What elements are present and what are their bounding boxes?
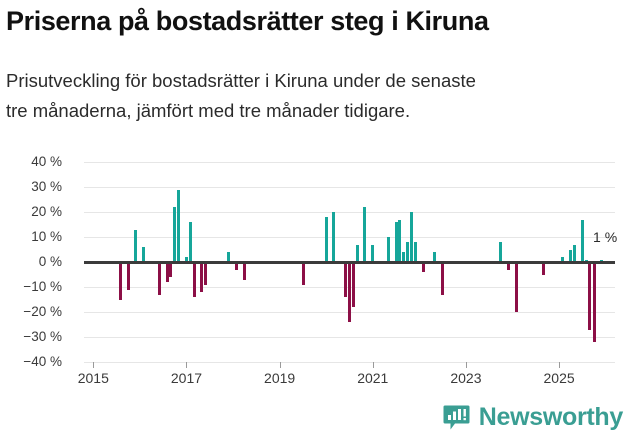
x-axis-label: 2019 xyxy=(264,370,296,386)
x-axis-tick xyxy=(465,362,467,368)
bar xyxy=(243,262,247,280)
y-axis-label: −30 % xyxy=(23,329,62,344)
gridline xyxy=(84,187,615,188)
page-title: Priserna på bostadsrätter steg i Kiruna xyxy=(6,6,489,36)
bar xyxy=(394,222,398,262)
subtitle-line-2: tre månaderna, jämfört med tre månader t… xyxy=(6,100,411,121)
x-axis-tick xyxy=(93,362,95,368)
bar xyxy=(561,257,565,262)
bar xyxy=(134,229,138,262)
bar xyxy=(192,262,196,297)
bar xyxy=(126,262,130,290)
gridline xyxy=(84,162,615,163)
bar xyxy=(235,262,239,270)
x-axis-tick xyxy=(559,362,561,368)
bar xyxy=(441,262,445,295)
bar xyxy=(588,262,592,330)
bar xyxy=(410,212,414,262)
y-axis-label: 40 % xyxy=(31,154,62,169)
y-axis-label: −40 % xyxy=(23,354,62,369)
bar xyxy=(301,262,305,285)
bar xyxy=(332,212,336,262)
x-axis-tick xyxy=(372,362,374,368)
value-annotation: 1 % xyxy=(593,229,618,245)
bar xyxy=(386,237,390,262)
bar xyxy=(204,262,208,285)
bar xyxy=(363,207,367,262)
bar xyxy=(406,242,410,262)
bar xyxy=(185,257,189,262)
bar xyxy=(173,207,177,262)
page-subtitle: Prisutveckling för bostadsrätter i Kirun… xyxy=(6,66,631,126)
bar xyxy=(398,219,402,262)
bar xyxy=(580,219,584,262)
y-axis-label: 0 % xyxy=(38,254,62,269)
plot-area: 40 % 30 % 20 % 10 % 0 % −10 % −20 % −30 % −40 % 2… xyxy=(23,155,618,386)
bar xyxy=(200,262,204,292)
bar xyxy=(351,262,355,307)
x-axis-label: 2025 xyxy=(543,370,575,386)
bar xyxy=(355,244,359,262)
bar xyxy=(413,242,417,262)
x-axis-tick xyxy=(186,362,188,368)
bar xyxy=(169,262,173,277)
x-axis-label: 2015 xyxy=(77,370,109,386)
bar xyxy=(433,252,437,262)
x-axis-label: 2023 xyxy=(450,370,482,386)
bar xyxy=(348,262,352,322)
brand-footer: Newsworthy xyxy=(443,404,623,431)
bar xyxy=(165,262,169,282)
y-axis-label: 30 % xyxy=(31,179,62,194)
bar-chart: 40 % 30 % 20 % 10 % 0 % −10 % −20 % −30 % −40 % 2… xyxy=(0,150,631,395)
bar xyxy=(506,262,510,270)
bar xyxy=(592,262,596,342)
bar-chart-speech-bubble-icon xyxy=(443,404,470,431)
x-axis-label: 2021 xyxy=(357,370,389,386)
bar xyxy=(402,252,406,262)
gridline xyxy=(84,237,615,238)
bar xyxy=(499,242,503,262)
bar xyxy=(514,262,518,312)
bar xyxy=(227,252,231,262)
zero-line xyxy=(84,260,615,264)
bar xyxy=(569,249,573,262)
gridline xyxy=(84,337,615,338)
y-axis-label: 10 % xyxy=(31,229,62,244)
subtitle-line-1: Prisutveckling för bostadsrätter i Kirun… xyxy=(6,70,476,91)
bar xyxy=(157,262,161,295)
bar xyxy=(177,189,181,262)
gridline xyxy=(84,362,615,363)
bar xyxy=(118,262,122,300)
y-axis-label: 20 % xyxy=(31,204,62,219)
bar xyxy=(421,262,425,272)
bar xyxy=(188,222,192,262)
bar xyxy=(343,262,347,297)
x-axis-tick xyxy=(279,362,281,368)
bar xyxy=(142,247,146,262)
x-axis-label: 2017 xyxy=(170,370,203,386)
bar xyxy=(324,217,328,262)
gridline xyxy=(84,212,615,213)
bar xyxy=(371,244,375,262)
y-axis-label: −20 % xyxy=(23,304,62,319)
y-axis-label: −10 % xyxy=(23,279,62,294)
brand-name: Newsworthy xyxy=(478,403,624,431)
bar xyxy=(573,244,577,262)
bar xyxy=(541,262,545,275)
